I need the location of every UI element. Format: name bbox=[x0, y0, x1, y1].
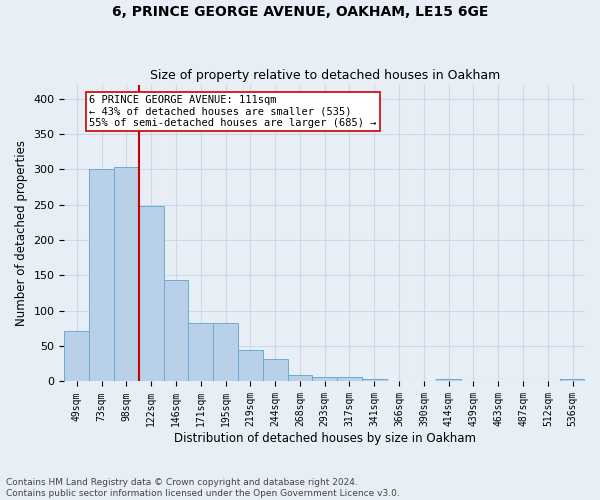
Bar bbox=[313, 377, 337, 382]
Bar bbox=[139, 206, 164, 382]
X-axis label: Distribution of detached houses by size in Oakham: Distribution of detached houses by size … bbox=[174, 432, 476, 445]
Bar bbox=[362, 380, 386, 382]
Bar bbox=[89, 170, 114, 382]
Bar bbox=[287, 375, 313, 382]
Bar bbox=[263, 359, 287, 382]
Bar bbox=[238, 350, 263, 382]
Text: 6, PRINCE GEORGE AVENUE, OAKHAM, LE15 6GE: 6, PRINCE GEORGE AVENUE, OAKHAM, LE15 6G… bbox=[112, 5, 488, 19]
Bar bbox=[164, 280, 188, 382]
Bar bbox=[337, 377, 362, 382]
Title: Size of property relative to detached houses in Oakham: Size of property relative to detached ho… bbox=[149, 69, 500, 82]
Text: 6 PRINCE GEORGE AVENUE: 111sqm
← 43% of detached houses are smaller (535)
55% of: 6 PRINCE GEORGE AVENUE: 111sqm ← 43% of … bbox=[89, 95, 377, 128]
Bar bbox=[64, 330, 89, 382]
Bar bbox=[436, 378, 461, 382]
Bar bbox=[213, 323, 238, 382]
Y-axis label: Number of detached properties: Number of detached properties bbox=[15, 140, 28, 326]
Bar bbox=[188, 323, 213, 382]
Bar bbox=[114, 166, 139, 382]
Text: Contains HM Land Registry data © Crown copyright and database right 2024.
Contai: Contains HM Land Registry data © Crown c… bbox=[6, 478, 400, 498]
Bar bbox=[560, 378, 585, 382]
